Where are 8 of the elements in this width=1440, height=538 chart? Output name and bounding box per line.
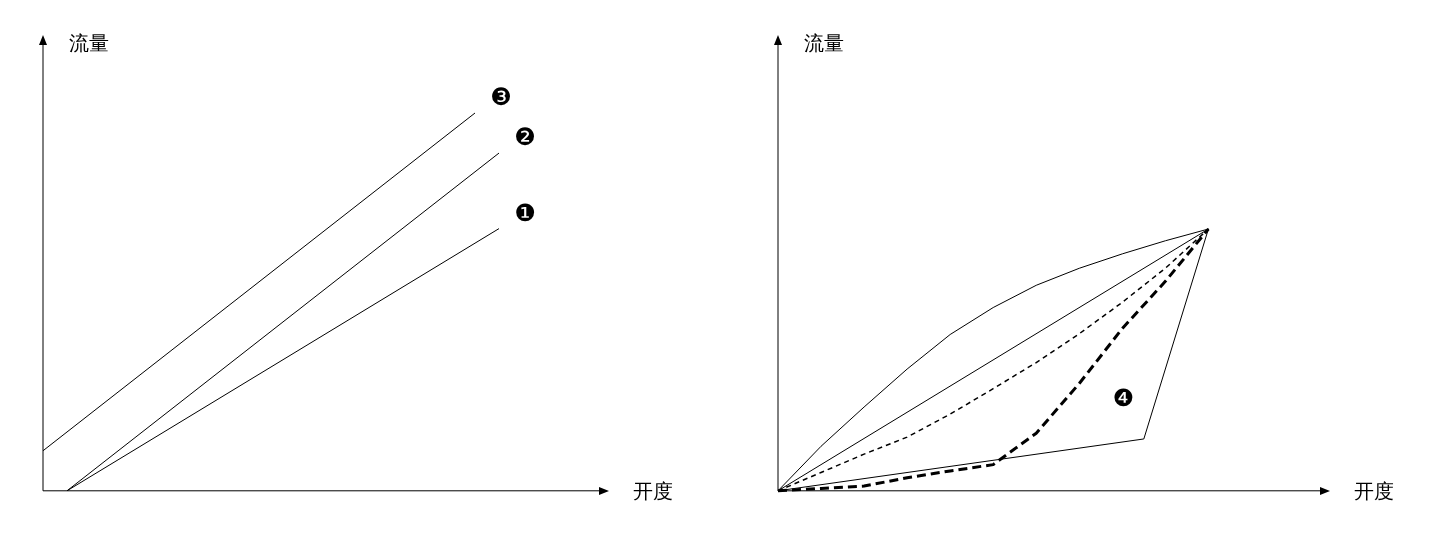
y-axis-title: 流量 <box>69 31 109 56</box>
series-label: ❹ <box>1112 383 1135 412</box>
series-label: ❸ <box>490 83 512 112</box>
series-label: ❷ <box>514 123 536 152</box>
series-label: ❶ <box>514 198 536 227</box>
y-axis-title: 流量 <box>804 31 844 56</box>
x-axis-title: 开度 <box>1354 479 1394 503</box>
x-axis-title: 开度 <box>633 479 673 503</box>
